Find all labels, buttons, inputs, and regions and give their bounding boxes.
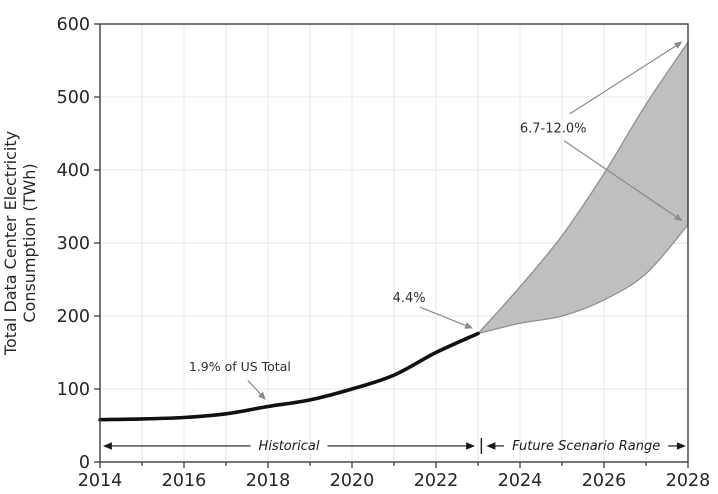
y-axis-label-line2: Consumption (TWh) <box>20 163 39 322</box>
y-tick-label: 200 <box>57 307 90 327</box>
x-tick-label: 2016 <box>162 471 207 491</box>
range-marker-label: Historical <box>259 439 320 454</box>
annotation-arrow-head <box>464 322 473 329</box>
y-tick-label: 300 <box>57 234 90 254</box>
annotation-arrow-head <box>674 213 683 222</box>
x-tick-label: 2022 <box>414 471 459 491</box>
annotation-arrow <box>569 45 677 115</box>
annotation-text: 6.7-12.0% <box>520 121 587 136</box>
annotation-arrow-head <box>258 391 266 400</box>
annotation-arrow <box>419 306 466 326</box>
range-marker-arrow-left-head <box>102 442 112 450</box>
annotation-text: 4.4% <box>393 291 426 306</box>
annotation-arrow <box>563 140 677 218</box>
y-axis-label-line1: Total Data Center Electricity <box>1 131 20 356</box>
x-tick-label: 2020 <box>330 471 375 491</box>
y-tick-label: 600 <box>57 15 90 35</box>
y-tick-label: 500 <box>57 88 90 108</box>
y-tick-label: 0 <box>79 453 90 473</box>
x-tick-label: 2014 <box>78 471 123 491</box>
y-tick-label: 100 <box>57 380 90 400</box>
annotation-arrow <box>247 379 261 395</box>
historical-line <box>98 331 480 422</box>
range-marker-arrow-right-head <box>676 442 686 450</box>
range-marker-arrow-right-head <box>466 442 476 450</box>
x-tick-label: 2028 <box>666 471 711 491</box>
annotation-text: 1.9% of US Total <box>189 359 291 374</box>
x-tick-label: 2018 <box>246 471 291 491</box>
x-tick-label: 2024 <box>498 471 543 491</box>
y-tick-label: 400 <box>57 161 90 181</box>
x-tick-label: 2026 <box>582 471 627 491</box>
annotation-arrow-head <box>674 41 683 49</box>
range-marker-label: Future Scenario Range <box>512 439 660 454</box>
range-marker-arrow-left-head <box>486 442 496 450</box>
